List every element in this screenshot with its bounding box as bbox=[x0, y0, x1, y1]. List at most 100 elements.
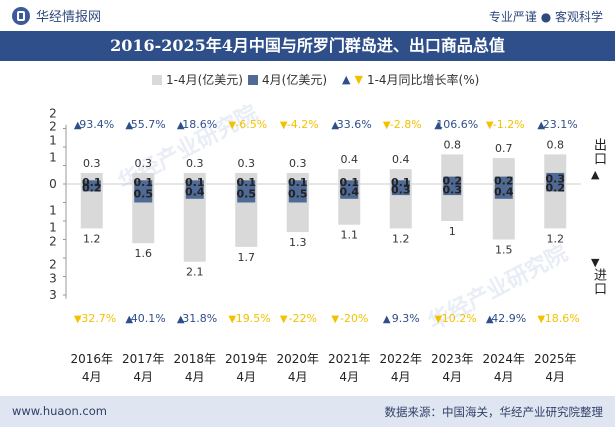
import-ytd-bar bbox=[80, 184, 103, 229]
y-tick-label: 1 bbox=[49, 204, 57, 218]
import-ytd-label: 1 bbox=[449, 225, 456, 238]
y-tick-label: 2 bbox=[49, 120, 57, 134]
brand-name: 华经情报网 bbox=[36, 10, 102, 25]
import-month-bar bbox=[546, 184, 565, 192]
growth-down-triangle-icon: ▼ bbox=[280, 314, 288, 325]
x-category-label: 2019年 bbox=[225, 352, 268, 366]
huajing-logo-icon bbox=[12, 6, 30, 25]
export-ytd-label: 0.4 bbox=[341, 153, 359, 166]
x-category-label: 2025年 bbox=[534, 352, 577, 366]
import-month-label: 0.2 bbox=[546, 182, 566, 195]
import-month-bar bbox=[185, 184, 204, 199]
legend-label-ytd: 1-4月(亿美元) bbox=[166, 73, 243, 87]
import-month-label: 0.2 bbox=[82, 182, 102, 195]
export-ytd-label: 0.8 bbox=[444, 138, 462, 151]
export-label: 出口 bbox=[591, 138, 606, 166]
import-month-label: 0.4 bbox=[340, 185, 360, 198]
export-growth-label: 93.4% bbox=[79, 118, 114, 131]
export-growth-label: 18.6% bbox=[182, 118, 217, 131]
export-month-bar bbox=[134, 180, 153, 184]
legend-label-month: 4月(亿美元) bbox=[262, 73, 327, 87]
growth-down-triangle-icon: ▼ bbox=[74, 314, 82, 325]
import-growth-label: -18.6% bbox=[541, 312, 580, 325]
legend-swatch-ytd bbox=[152, 74, 162, 85]
growth-down-triangle-icon: ▼ bbox=[434, 314, 442, 325]
export-month-label: 0.1 bbox=[185, 176, 205, 189]
export-month-label: 0.1 bbox=[134, 176, 154, 189]
y-tick-label: 3 bbox=[49, 288, 57, 302]
export-growth-label: -1.2% bbox=[493, 118, 525, 131]
y-tick-label: 1 bbox=[49, 134, 57, 148]
growth-up-triangle-icon: ▲ bbox=[177, 120, 185, 131]
growth-down-triangle-icon: ▼ bbox=[228, 120, 236, 131]
y-tick-label: 2 bbox=[49, 107, 57, 121]
export-growth-label: 23.1% bbox=[543, 118, 578, 131]
export-ytd-label: 0.8 bbox=[547, 138, 565, 151]
import-growth-label: -10.2% bbox=[438, 312, 477, 325]
export-month-label: 0.2 bbox=[443, 174, 463, 187]
x-category-label: 4月 bbox=[288, 370, 308, 384]
export-growth-label: 55.7% bbox=[131, 118, 166, 131]
growth-up-triangle-icon: ▲ bbox=[383, 314, 391, 325]
import-growth-label: 9.3% bbox=[392, 312, 420, 325]
export-month-label: 0.1 bbox=[82, 176, 102, 189]
export-growth-label: -2.8% bbox=[390, 118, 422, 131]
export-growth-label: 33.6% bbox=[337, 118, 372, 131]
export-side-label: 出口 bbox=[589, 138, 608, 166]
import-month-bar bbox=[134, 184, 153, 203]
legend-down-triangle-icon: ▼ bbox=[354, 73, 363, 86]
legend: 1-4月(亿美元) 4月(亿美元) ▲ ▼ 1-4月同比增长率(%) bbox=[0, 68, 615, 90]
down-arrow-icon: ▼ bbox=[591, 256, 600, 269]
y-tick-label: 1 bbox=[49, 220, 57, 234]
import-month-label: 0.4 bbox=[494, 185, 514, 198]
export-ytd-label: 0.3 bbox=[135, 157, 153, 170]
import-month-bar bbox=[288, 184, 307, 203]
x-category-label: 4月 bbox=[545, 370, 565, 384]
chart-title: 2016-2025年4月中国与所罗门群岛进、出口商品总值 bbox=[0, 31, 615, 61]
export-growth-label: -4.2% bbox=[287, 118, 319, 131]
brand: 华经情报网 bbox=[12, 6, 101, 25]
y-tick-label: 0 bbox=[49, 177, 57, 191]
legend-swatch-month bbox=[248, 74, 258, 85]
import-ytd-label: 1.7 bbox=[238, 251, 256, 264]
legend-label-growth: 1-4月同比增长率(%) bbox=[366, 73, 480, 87]
import-month-label: 0.3 bbox=[391, 184, 411, 197]
export-month-bar bbox=[185, 180, 204, 184]
footer-website: www.huaon.com bbox=[12, 404, 107, 418]
growth-up-triangle-icon: ▲ bbox=[537, 120, 545, 131]
import-ytd-label: 1.1 bbox=[341, 229, 359, 242]
import-ytd-label: 1.3 bbox=[289, 236, 307, 249]
import-month-bar bbox=[237, 184, 256, 203]
up-arrow-icon: ▲ bbox=[591, 168, 600, 181]
import-ytd-label: 1.2 bbox=[392, 232, 410, 245]
growth-up-triangle-icon: ▲ bbox=[74, 120, 82, 131]
y-tick-label: 3 bbox=[49, 271, 57, 285]
import-ytd-label: 2.1 bbox=[186, 266, 204, 279]
x-category-label: 4月 bbox=[339, 370, 359, 384]
x-category-label: 4月 bbox=[236, 370, 256, 384]
export-month-label: 0.2 bbox=[494, 174, 514, 187]
x-category-label: 4月 bbox=[391, 370, 411, 384]
legend-item-growth: ▲ ▼ 1-4月同比增长率(%) bbox=[342, 71, 479, 88]
export-month-bar bbox=[494, 176, 513, 184]
x-category-label: 4月 bbox=[82, 370, 102, 384]
import-month-bar bbox=[391, 184, 410, 196]
export-month-label: 0.1 bbox=[288, 176, 308, 189]
export-ytd-bar bbox=[80, 172, 103, 184]
x-category-label: 4月 bbox=[185, 370, 205, 384]
y-tick-label: 2 bbox=[49, 257, 57, 271]
import-side-label: 进口 bbox=[589, 268, 608, 296]
export-month-bar bbox=[546, 172, 565, 184]
export-ytd-label: 0.3 bbox=[238, 157, 256, 170]
y-tick-label: 1 bbox=[49, 150, 57, 164]
x-category-label: 2020年 bbox=[276, 352, 319, 366]
x-category-label: 2023年 bbox=[431, 352, 474, 366]
import-month-label: 0.4 bbox=[185, 185, 205, 198]
import-growth-label: 40.1% bbox=[131, 312, 166, 325]
export-ytd-bar bbox=[132, 172, 155, 184]
export-growth-label: -6.5% bbox=[235, 118, 267, 131]
y-tick-label: 2 bbox=[49, 234, 57, 248]
growth-down-triangle-icon: ▼ bbox=[383, 120, 391, 131]
x-category-label: 2017年 bbox=[122, 352, 165, 366]
